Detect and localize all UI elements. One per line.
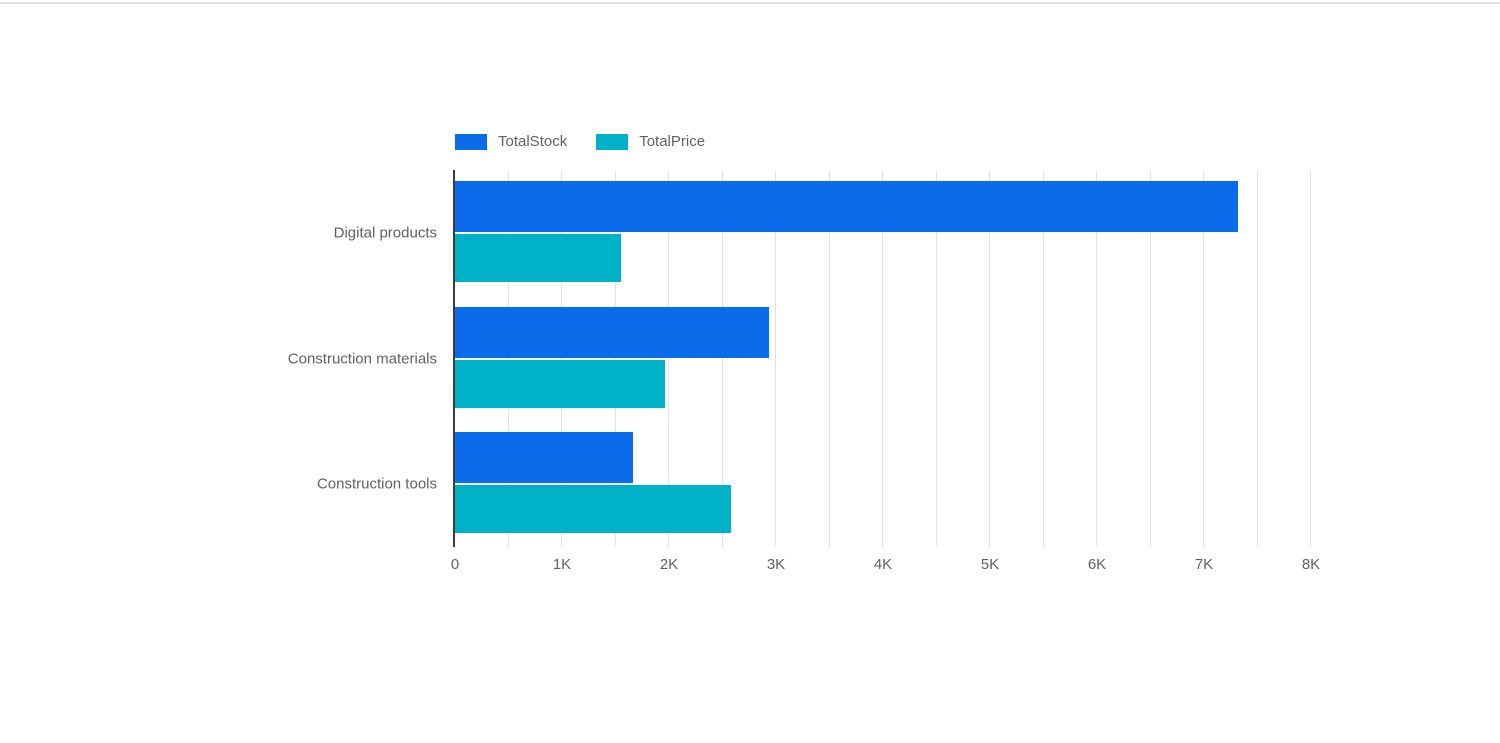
legend-label-totalstock: TotalStock: [498, 133, 568, 150]
x-tick-0: 0: [450, 556, 460, 573]
bar-totalstock-digital-products[interactable]: [455, 181, 1239, 232]
legend-entry-totalstock[interactable]: TotalStock: [455, 133, 567, 150]
gridline: [828, 170, 830, 547]
gridline: [614, 170, 616, 547]
totalprice-swatch-icon: [596, 133, 629, 150]
gridline: [1203, 170, 1204, 547]
bar-totalprice-digital-products[interactable]: [455, 234, 621, 282]
gridline: [507, 170, 509, 547]
x-tick-6k: 6K: [1087, 556, 1107, 573]
gridline: [882, 170, 883, 547]
x-tick-5k: 5K: [980, 556, 1000, 573]
bar-totalstock-construction-tools[interactable]: [455, 432, 634, 484]
gridline: [1149, 170, 1151, 547]
gridline: [1256, 170, 1258, 547]
gridline: [775, 170, 776, 547]
x-tick-3k: 3K: [766, 556, 786, 573]
x-tick-7k: 7K: [1194, 556, 1214, 573]
gridline: [1096, 170, 1097, 547]
x-tick-8k: 8K: [1301, 556, 1321, 573]
category-label-construction-tools: Construction tools: [316, 475, 437, 493]
x-tick-1k: 1K: [552, 556, 572, 573]
gridline: [1310, 170, 1311, 547]
gridline: [989, 170, 990, 547]
chart-legend: TotalStock TotalPrice: [455, 133, 705, 150]
plot-area: [453, 170, 1320, 547]
bar-totalprice-construction-materials[interactable]: [455, 359, 665, 408]
category-label-construction-materials: Construction materials: [287, 350, 437, 367]
gridline: [721, 170, 723, 547]
legend-label-totalprice: TotalPrice: [639, 133, 706, 150]
gridline: [935, 170, 937, 547]
gridline: [561, 170, 562, 547]
category-label-digital-products: Digital products: [333, 224, 437, 242]
gridline: [1042, 170, 1044, 547]
x-tick-2k: 2K: [659, 556, 679, 573]
y-axis-category-labels: Digital products Construction materials …: [0, 170, 437, 547]
gridline: [668, 170, 669, 547]
x-tick-4k: 4K: [873, 556, 893, 573]
totalstock-swatch-icon: [455, 133, 487, 150]
y-axis-baseline: [453, 170, 455, 547]
legend-entry-totalprice[interactable]: TotalPrice: [596, 133, 705, 150]
page-top-divider: [0, 2, 1500, 4]
bar-totalprice-construction-tools[interactable]: [455, 485, 732, 534]
bar-totalstock-construction-materials[interactable]: [455, 306, 770, 358]
